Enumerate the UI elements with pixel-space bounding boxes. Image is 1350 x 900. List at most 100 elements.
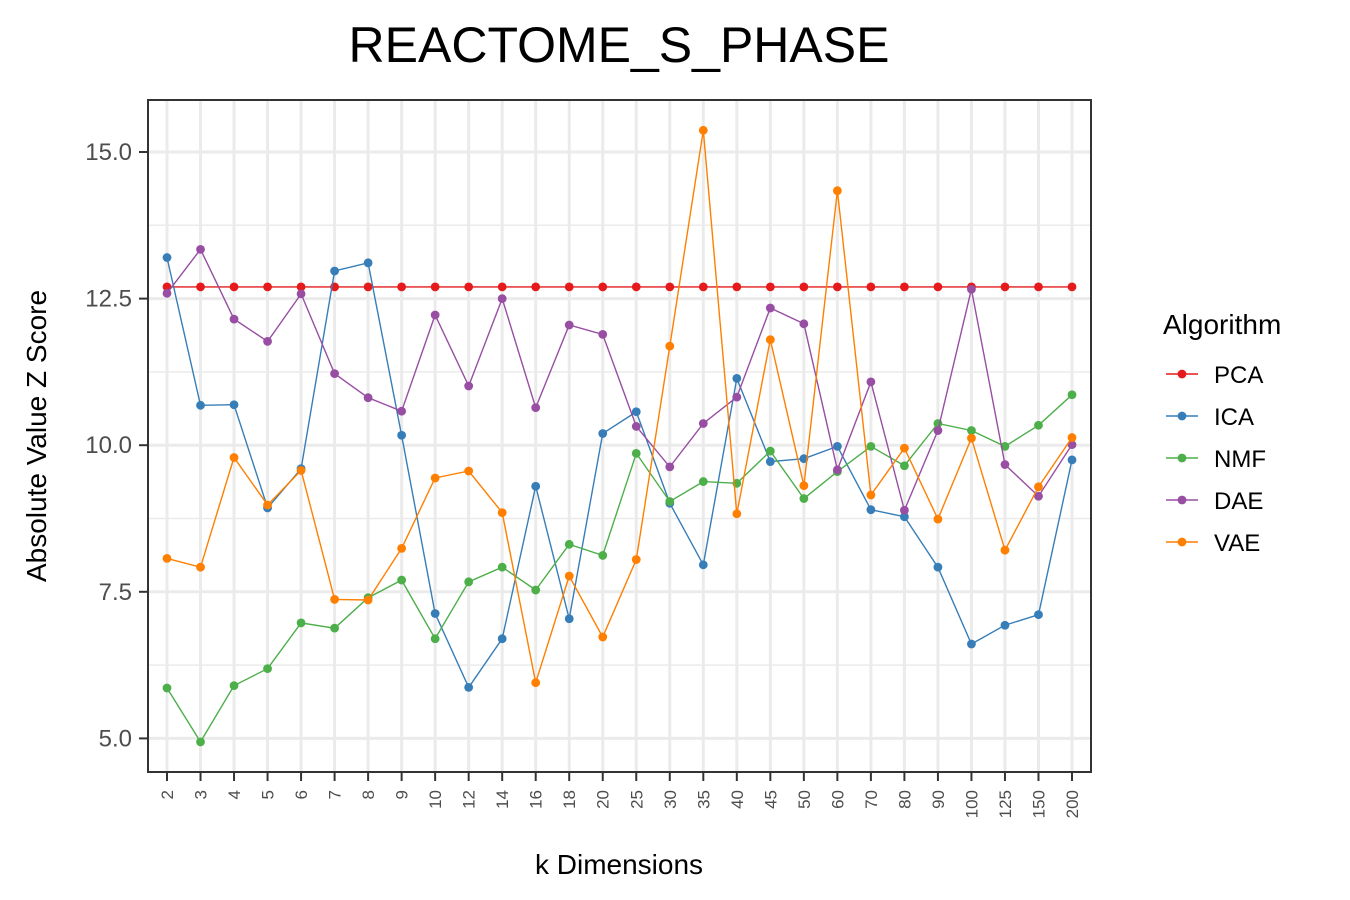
data-point-nmf	[330, 623, 339, 633]
x-tick-label: 7	[326, 790, 345, 799]
data-point-ica	[1067, 455, 1077, 465]
legend-label: DAE	[1214, 488, 1263, 515]
legend-item-pca: PCA	[1166, 362, 1263, 389]
legend-item-vae: VAE	[1166, 530, 1260, 557]
data-point-dae	[631, 422, 641, 431]
data-point-pca	[263, 282, 272, 292]
data-point-vae	[229, 453, 239, 462]
data-point-vae	[900, 443, 909, 453]
legend-title: Algorithm	[1163, 309, 1281, 340]
legend-item-dae: DAE	[1166, 488, 1263, 515]
series-line-dae	[166, 247, 1073, 513]
data-point-dae	[765, 303, 775, 313]
data-point-pca	[732, 282, 742, 292]
legend-key-point	[1177, 537, 1187, 547]
data-point-dae	[1067, 440, 1077, 450]
x-tick-label: 40	[728, 790, 747, 809]
x-tick-label: 6	[292, 790, 311, 799]
data-point-nmf	[698, 477, 708, 486]
x-tick-label: 18	[560, 790, 579, 809]
data-point-nmf	[531, 585, 541, 595]
data-point-ica	[1000, 620, 1010, 630]
data-point-ica	[900, 512, 909, 522]
data-point-vae	[1067, 433, 1077, 442]
data-point-vae	[631, 555, 641, 564]
data-point-vae	[665, 341, 675, 351]
data-point-ica	[631, 407, 641, 417]
x-tick-label: 45	[761, 790, 780, 809]
series-layer	[162, 125, 1077, 747]
data-point-vae	[196, 562, 205, 572]
data-point-vae	[531, 678, 541, 688]
data-point-ica	[430, 609, 440, 618]
y-axis-title: Absolute Value Z Score	[21, 290, 52, 582]
x-tick-label: 30	[661, 790, 680, 809]
x-tick-label: 80	[895, 790, 914, 809]
legend-label: NMF	[1214, 446, 1266, 473]
x-tick-label: 16	[527, 790, 546, 809]
x-tick-label: 4	[225, 790, 244, 799]
data-point-dae	[1000, 460, 1010, 469]
data-point-ica	[196, 400, 205, 410]
data-point-dae	[933, 426, 943, 435]
data-point-pca	[1034, 282, 1043, 292]
series-line-nmf	[166, 394, 1073, 744]
data-point-dae	[263, 337, 272, 346]
x-tick-label: 70	[862, 790, 881, 809]
x-tick-label: 20	[594, 790, 613, 809]
data-point-nmf	[1067, 390, 1077, 400]
y-tick-label: 15.0	[85, 139, 132, 166]
data-point-nmf	[598, 551, 608, 560]
data-point-pca	[598, 282, 608, 292]
x-axis: 2 3 4 5 6 7 8 9 10 12 14 16 18 20 25 30 35 40 45 50 60 70 80 90…	[158, 772, 1082, 818]
data-point-dae	[967, 284, 976, 294]
x-tick-label: 9	[393, 790, 412, 799]
data-point-ica	[162, 253, 172, 262]
data-point-nmf	[1034, 420, 1043, 430]
data-point-ica	[967, 639, 976, 649]
data-point-vae	[765, 335, 775, 345]
data-point-nmf	[229, 681, 239, 691]
data-point-pca	[296, 282, 306, 292]
data-point-dae	[430, 310, 440, 320]
x-tick-label: 125	[996, 790, 1015, 818]
legend-label: PCA	[1214, 362, 1263, 389]
data-point-dae	[866, 377, 876, 387]
data-point-ica	[598, 429, 608, 438]
chart-title: REACTOME_S_PHASE	[349, 17, 890, 73]
data-point-pca	[765, 282, 775, 292]
data-point-dae	[1034, 491, 1043, 501]
data-point-ica	[531, 481, 541, 491]
data-point-pca	[363, 282, 373, 292]
x-tick-label: 60	[828, 790, 847, 809]
data-point-nmf	[464, 577, 474, 587]
data-point-nmf	[430, 634, 440, 644]
data-point-nmf	[162, 683, 172, 693]
x-tick-label: 50	[795, 790, 814, 809]
data-point-pca	[631, 282, 641, 292]
data-point-vae	[799, 481, 809, 491]
y-tick-label: 10.0	[85, 432, 132, 459]
data-point-pca	[229, 282, 239, 292]
legend-key-point	[1177, 411, 1187, 421]
data-point-dae	[698, 419, 708, 428]
data-point-pca	[1067, 282, 1077, 292]
data-point-vae	[162, 553, 172, 563]
data-point-vae	[564, 571, 574, 581]
x-tick-label: 12	[460, 790, 479, 809]
x-tick-label: 14	[493, 790, 512, 809]
data-point-ica	[933, 562, 943, 572]
data-point-ica	[229, 400, 239, 410]
data-point-pca	[933, 282, 943, 292]
data-point-vae	[397, 544, 407, 553]
data-point-vae	[967, 433, 976, 443]
data-point-ica	[732, 373, 742, 383]
legend-label: VAE	[1214, 530, 1260, 557]
data-point-dae	[196, 244, 205, 254]
data-point-dae	[900, 505, 909, 515]
data-point-nmf	[665, 497, 675, 506]
data-point-dae	[296, 289, 306, 299]
data-point-vae	[497, 508, 507, 518]
data-point-vae	[866, 490, 876, 500]
